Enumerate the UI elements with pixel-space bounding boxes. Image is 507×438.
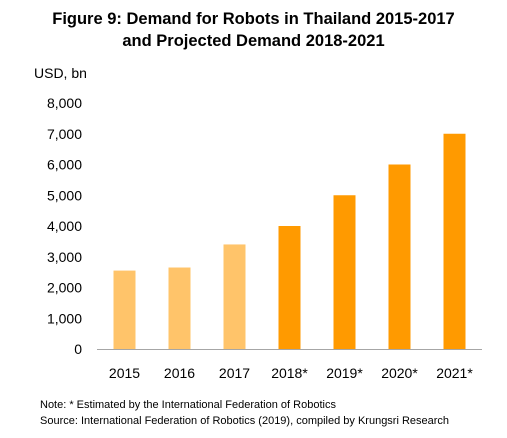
chart-title-block: Figure 9: Demand for Robots in Thailand … [0,8,507,52]
x-tick-label: 2019* [326,365,363,381]
y-tick-label: 6,000 [47,157,82,173]
chart-note: Note: * Estimated by the International F… [40,399,336,411]
y-axis-unit-label: USD, bn [34,65,87,81]
bar-2015 [113,270,136,349]
x-tick-label: 2018* [271,365,308,381]
chart-title: Figure 9: Demand for Robots in Thailand … [52,10,455,28]
x-tick-label: 2015 [109,365,140,381]
y-tick-label: 8,000 [47,95,82,111]
bar-2021-projected [443,133,466,349]
bar-2017 [223,244,246,349]
y-tick-label: 5,000 [47,187,82,203]
x-tick-label: 2017 [219,365,250,381]
y-tick-label: 0 [74,341,82,357]
bar-2018-projected [278,226,301,349]
y-tick-label: 2,000 [47,280,82,296]
y-tick-label: 3,000 [47,249,82,265]
bar-2020-projected [388,164,411,349]
x-tick-label: 2020* [381,365,418,381]
y-tick-label: 4,000 [47,218,82,234]
x-tick-label: 2021* [436,365,473,381]
y-tick-label: 7,000 [47,126,82,142]
bar-2016 [168,267,191,349]
x-tick-label: 2016 [164,365,195,381]
bar-2019-projected [333,195,356,349]
chart-source: Source: International Federation of Robo… [40,415,450,427]
chart-subtitle: and Projected Demand 2018-2021 [122,32,385,50]
y-tick-label: 1,000 [47,310,82,326]
